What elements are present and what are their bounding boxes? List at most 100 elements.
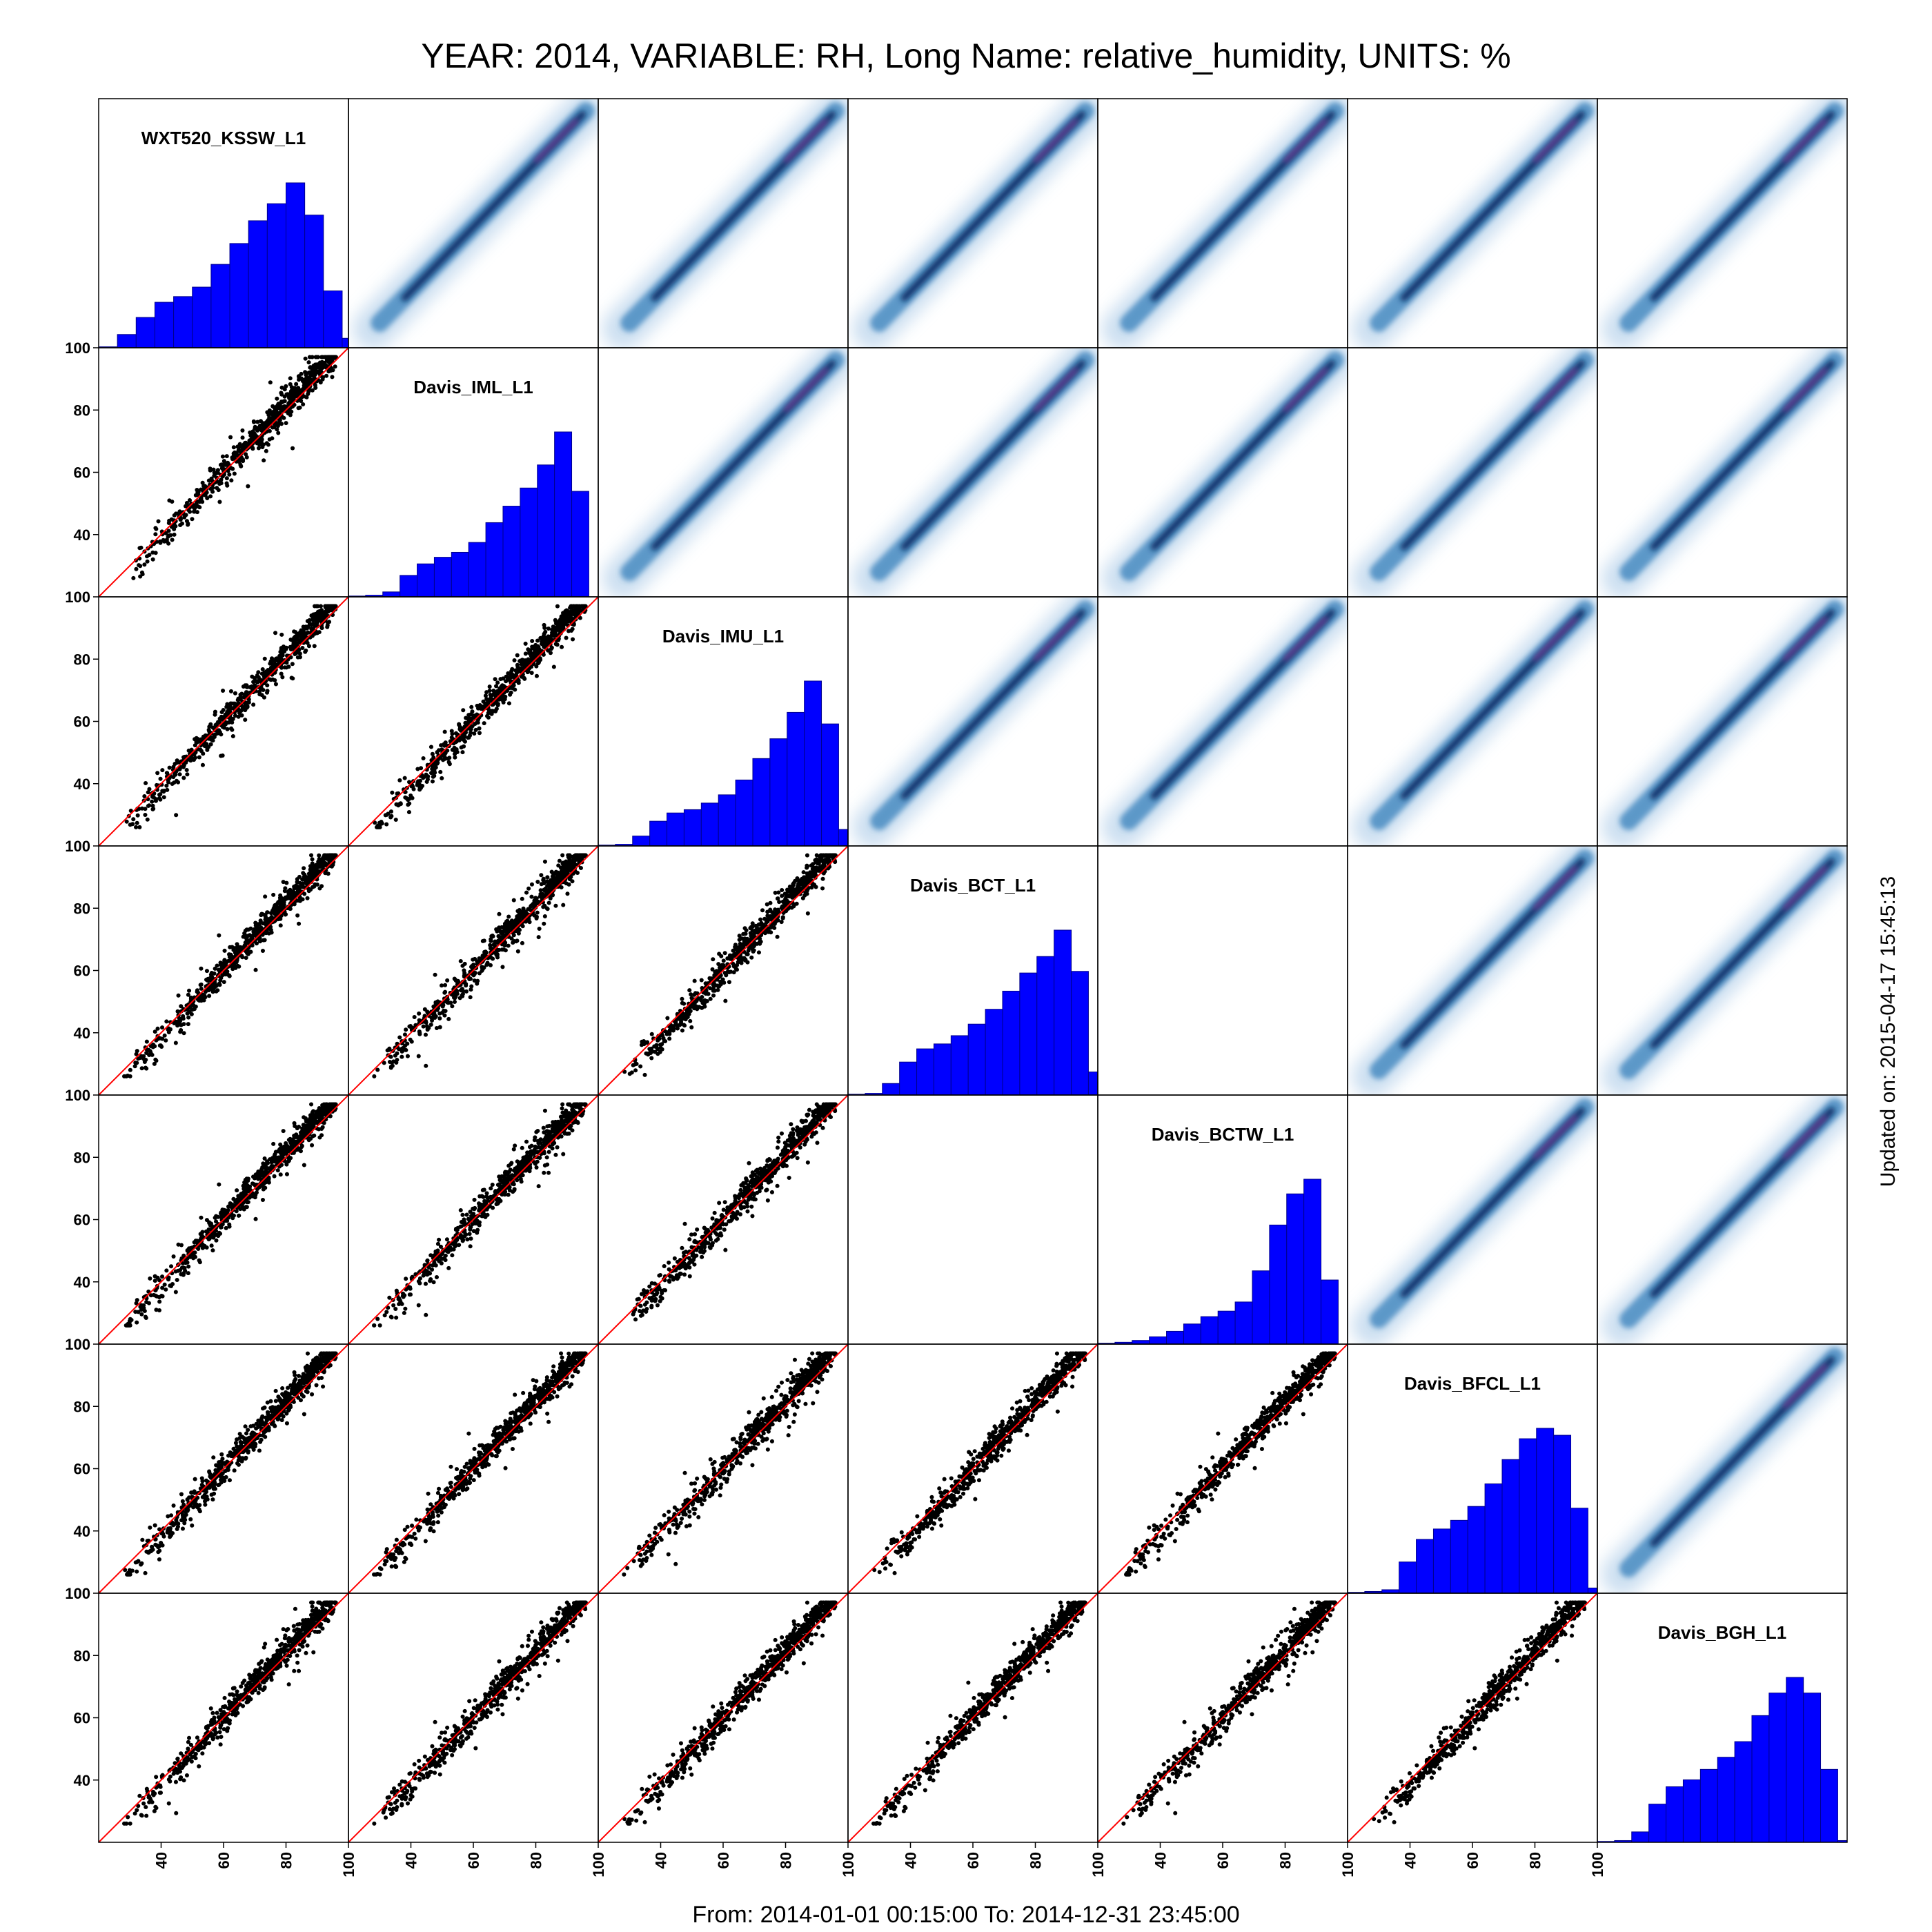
y-tick-label: 100 bbox=[65, 838, 90, 855]
density-peak bbox=[784, 119, 828, 163]
panel-5-4 bbox=[1097, 1343, 1348, 1594]
y-tick-label: 40 bbox=[74, 1772, 90, 1789]
panel-1-3 bbox=[847, 347, 1098, 598]
histogram-bar bbox=[342, 337, 348, 348]
density-peak bbox=[1533, 1115, 1577, 1159]
x-tick-label: 40 bbox=[153, 1852, 170, 1869]
histogram-bar bbox=[248, 220, 268, 348]
identity-line bbox=[99, 348, 348, 597]
panel-content bbox=[99, 597, 348, 846]
histogram-bar bbox=[769, 738, 788, 846]
panel-2-6 bbox=[1597, 596, 1848, 847]
panel-content bbox=[598, 1095, 848, 1344]
panel-6-1 bbox=[348, 1593, 599, 1843]
histogram-bar bbox=[752, 758, 771, 846]
identity-line bbox=[1098, 1593, 1348, 1842]
histogram-bar bbox=[1269, 1224, 1288, 1344]
identity-line bbox=[99, 597, 348, 846]
panel-3-4 bbox=[1097, 845, 1348, 1096]
panel-content bbox=[353, 99, 598, 348]
panel-content bbox=[1352, 348, 1597, 597]
panel-content bbox=[1601, 597, 1847, 846]
panel-4-6 bbox=[1597, 1094, 1848, 1345]
identity-line bbox=[598, 846, 848, 1095]
x-tick-label: 60 bbox=[1214, 1852, 1232, 1869]
panel-6-5 bbox=[1347, 1593, 1598, 1843]
histogram-bar bbox=[485, 522, 504, 597]
histogram-bar bbox=[1734, 1741, 1753, 1842]
histogram-bar bbox=[1200, 1316, 1219, 1344]
scatter-points bbox=[122, 853, 338, 1078]
y-tick-label: 100 bbox=[65, 589, 90, 606]
x-tick-label: 60 bbox=[465, 1852, 482, 1869]
panel-content bbox=[348, 597, 598, 846]
histogram-bar bbox=[1786, 1677, 1804, 1842]
histogram-bar bbox=[1166, 1330, 1184, 1344]
panel-content bbox=[848, 1344, 1098, 1593]
x-tick-label: 80 bbox=[278, 1852, 295, 1869]
y-tick-label: 80 bbox=[74, 651, 90, 668]
scatter-points bbox=[1121, 1600, 1337, 1826]
histogram-bar bbox=[838, 829, 848, 846]
histogram-bar bbox=[649, 820, 668, 846]
density-peak bbox=[1283, 617, 1328, 661]
panel-content bbox=[1601, 99, 1847, 348]
panel-content bbox=[602, 99, 848, 348]
histogram-bar bbox=[1303, 1179, 1322, 1344]
histogram-bar bbox=[304, 215, 324, 348]
x-tick-label: 60 bbox=[215, 1852, 233, 1869]
panel-content bbox=[99, 1095, 348, 1344]
panel-content bbox=[99, 1344, 348, 1593]
x-tick-label: 40 bbox=[653, 1852, 670, 1869]
histogram-bar bbox=[667, 812, 684, 846]
panel-3-2 bbox=[598, 845, 849, 1096]
scatter-points bbox=[622, 853, 838, 1077]
histogram-bar bbox=[266, 203, 287, 348]
variable-label: Davis_BGH_L1 bbox=[1658, 1622, 1786, 1643]
panel-frame bbox=[847, 1094, 1098, 1345]
panel-content bbox=[348, 431, 589, 597]
x-tick-label: 80 bbox=[778, 1852, 795, 1869]
y-tick-label: 100 bbox=[65, 1336, 90, 1353]
panel-4-0 bbox=[98, 1094, 349, 1345]
panel-6-6: Davis_BGH_L1 bbox=[1597, 1593, 1848, 1843]
panel-1-5 bbox=[1347, 347, 1598, 598]
histogram-bar bbox=[502, 506, 521, 597]
histogram-bar bbox=[899, 1061, 918, 1095]
panel-content bbox=[348, 1095, 598, 1344]
histogram-bar bbox=[1252, 1270, 1270, 1344]
panel-frame bbox=[1597, 1593, 1848, 1843]
y-tick-label: 60 bbox=[74, 1212, 90, 1229]
panel-content bbox=[99, 348, 348, 597]
scatter-points bbox=[631, 1102, 838, 1322]
histogram-bar bbox=[632, 836, 651, 846]
x-tick-label: 100 bbox=[1589, 1852, 1606, 1877]
panel-content bbox=[1601, 1095, 1847, 1344]
density-peak bbox=[1283, 368, 1328, 412]
scatter-points bbox=[122, 1600, 338, 1826]
panel-1-1: Davis_IML_L1 bbox=[348, 347, 599, 598]
x-tick-label: 40 bbox=[403, 1852, 420, 1869]
variable-label: Davis_BCT_L1 bbox=[910, 875, 1036, 896]
density-peak bbox=[1034, 617, 1078, 661]
identity-line bbox=[848, 1344, 1098, 1593]
histogram-bar bbox=[1381, 1589, 1400, 1593]
scatter-points bbox=[372, 1600, 588, 1826]
x-tick-label: 40 bbox=[1402, 1852, 1419, 1869]
panel-content bbox=[1601, 1344, 1847, 1593]
density-peak bbox=[1783, 866, 1827, 910]
panel-3-1 bbox=[348, 845, 599, 1096]
variable-label: Davis_BCTW_L1 bbox=[1152, 1124, 1294, 1145]
histogram-bar bbox=[787, 711, 805, 846]
y-tick-label: 40 bbox=[74, 526, 90, 544]
scatter-points bbox=[123, 1351, 338, 1577]
histogram-bar bbox=[1234, 1301, 1253, 1344]
panel-2-3 bbox=[847, 596, 1098, 847]
panel-2-5 bbox=[1347, 596, 1598, 847]
panel-grid: WXT520_KSSW_L1 40 60 80 100 Davis_IML_L1 40 60 8… bbox=[65, 98, 1848, 1877]
histogram-bar bbox=[229, 243, 249, 348]
panel-content bbox=[848, 1593, 1098, 1842]
variable-label: Davis_IMU_L1 bbox=[662, 626, 784, 647]
panel-content bbox=[1348, 1428, 1597, 1593]
